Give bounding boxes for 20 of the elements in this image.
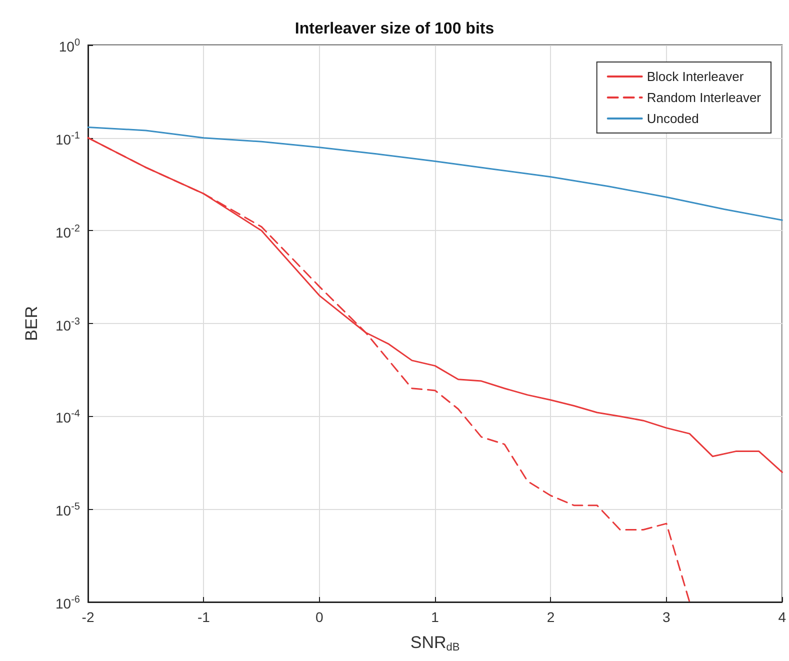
y-tick-label: 10$^{-6}$ — [56, 594, 80, 612]
line-series — [87, 126, 783, 221]
y-tick-label: 10$^{-1}$ — [56, 130, 80, 148]
x-tick-label: 1 — [431, 609, 440, 625]
legend-label: Uncoded — [646, 111, 699, 126]
legend-label: Block Interleaver — [646, 69, 744, 84]
y-tick-label: 10$^{-3}$ — [56, 315, 80, 333]
x-tick-label: 3 — [662, 609, 671, 625]
legend-label: Random Interleaver — [646, 90, 762, 105]
x-tick-label: -1 — [197, 609, 210, 625]
y-tick-label: 10$^{-4}$ — [56, 408, 80, 426]
x-tick-label: 4 — [778, 609, 786, 625]
x-tick-label: 0 — [315, 609, 324, 625]
x-tick-label: -2 — [82, 609, 94, 625]
y-tick-label: 10$^{0}$ — [58, 36, 80, 54]
y-axis-title: BER — [22, 306, 41, 341]
y-tick-label: 10$^{-2}$ — [56, 222, 80, 240]
x-tick-label: 2 — [546, 609, 555, 625]
y-tick-label: 10$^{-5}$ — [56, 500, 80, 518]
chart-title: Interleaver size of 100 bits — [294, 20, 494, 38]
